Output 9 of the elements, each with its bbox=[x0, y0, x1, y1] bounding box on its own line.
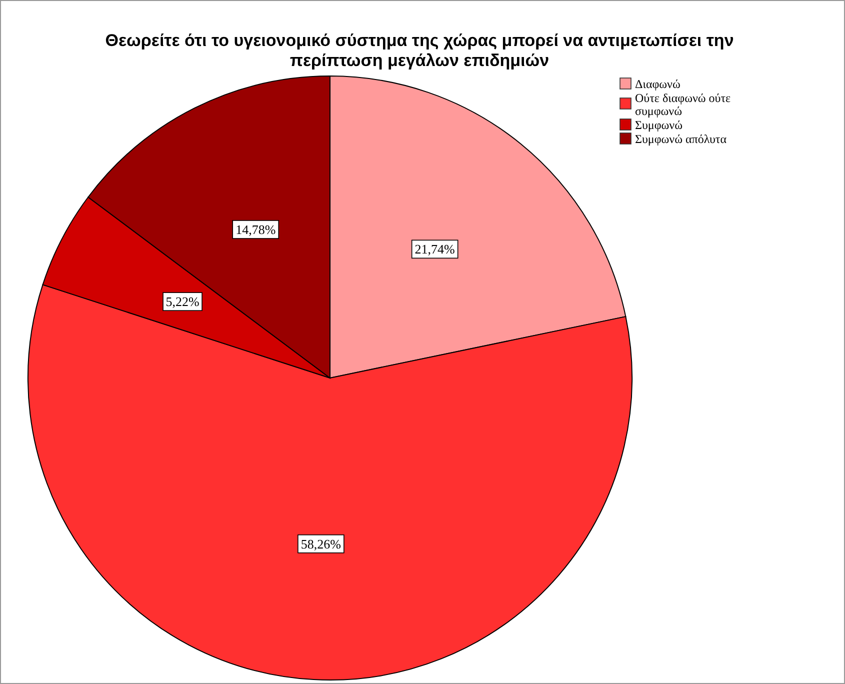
data-label: 21,74% bbox=[414, 242, 456, 257]
legend-label: Συμφωνώ bbox=[635, 118, 683, 132]
data-label: 5,22% bbox=[166, 294, 200, 310]
legend-label: Συμφωνώ απόλυτα bbox=[635, 132, 728, 146]
chart-title: Θεωρείτε ότι το υγειονομικό σύστημα της χώρας μπορεί να αντιμετωπίσει την περίπτωση μεγάλων επιδημιών bbox=[105, 31, 734, 70]
data-label: 58,26% bbox=[300, 536, 342, 552]
legend-label: Ούτε διαφωνώ ούτε συμφωνώ bbox=[635, 91, 731, 118]
data-label: 14,78% bbox=[236, 222, 276, 237]
legend-label: Διαφωνώ bbox=[635, 77, 680, 91]
